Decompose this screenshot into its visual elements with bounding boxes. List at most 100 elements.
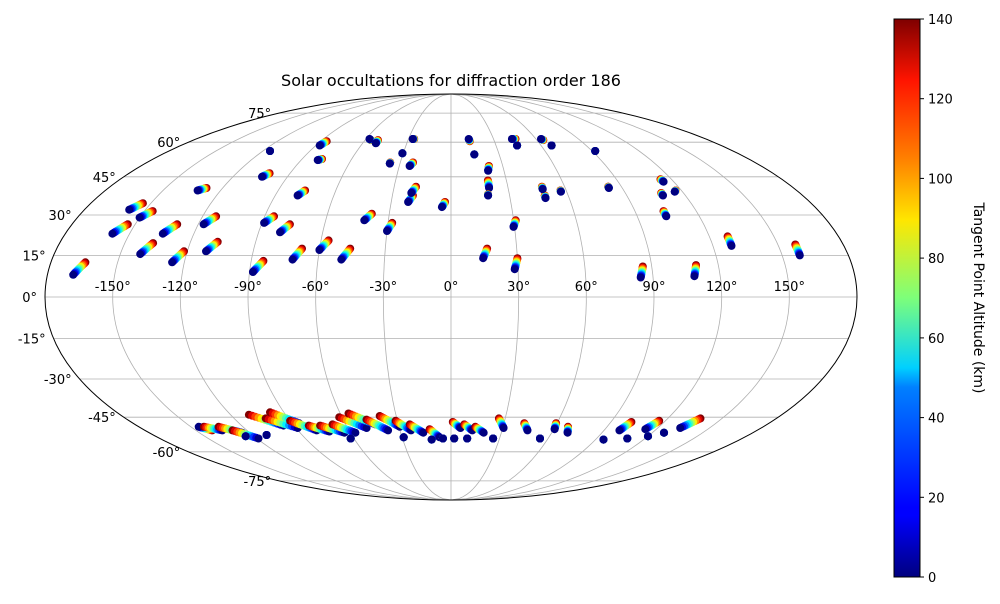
- occultation-point: [615, 426, 624, 435]
- occultation-track: [407, 182, 420, 197]
- x-tick-label: -90°: [234, 280, 262, 295]
- occultation-track: [550, 419, 561, 434]
- occultation-point: [484, 191, 493, 200]
- occultation-track: [408, 135, 419, 143]
- occultation-track: [438, 434, 447, 443]
- y-tick-label: -60°: [153, 446, 181, 461]
- occultation-track: [563, 422, 572, 437]
- occultation-point: [591, 147, 600, 155]
- occultation-point: [407, 189, 416, 197]
- occultation-track: [489, 434, 498, 443]
- occultation-track: [108, 220, 132, 238]
- occultation-point: [158, 229, 167, 238]
- occultation-point: [690, 272, 699, 281]
- colorbar-tick-label: 120: [928, 93, 953, 108]
- y-tick-labels: -75° -60° -45° -30° -15° 0° 15° 30° 45° 60° 75°: [18, 107, 271, 490]
- data-points: [69, 135, 804, 444]
- occultation-point: [108, 229, 117, 238]
- occultation-track: [135, 207, 157, 222]
- occultation-point: [360, 216, 369, 225]
- occultation-track: [276, 220, 294, 237]
- occultation-track: [315, 137, 331, 150]
- occultation-point: [510, 265, 519, 274]
- occultation-point: [509, 222, 518, 231]
- occultation-track: [168, 247, 188, 267]
- occultation-point: [262, 431, 271, 439]
- occultation-point: [604, 184, 613, 192]
- occultation-track: [136, 239, 158, 259]
- occultation-point: [315, 246, 324, 254]
- occultation-point: [541, 194, 550, 203]
- x-tick-label: -30°: [369, 280, 397, 295]
- occultation-point: [337, 255, 346, 264]
- occultation-track: [346, 434, 355, 443]
- occultation-point: [660, 428, 668, 437]
- occultation-point: [450, 434, 459, 443]
- colorbar-tick-label: 20: [928, 491, 945, 506]
- occultation-track: [328, 420, 360, 437]
- occultation-track: [248, 256, 268, 276]
- occultation-point: [384, 426, 393, 435]
- occultation-track: [599, 435, 608, 444]
- occultation-track: [362, 415, 393, 435]
- colorbar-tick-label: 100: [928, 172, 953, 187]
- occultation-track: [623, 434, 632, 443]
- occultation-point: [241, 432, 250, 441]
- occultation-track: [425, 425, 444, 442]
- occultation-track: [258, 169, 274, 181]
- occultation-point: [135, 213, 144, 222]
- occultation-track: [479, 244, 492, 263]
- map-boundary: [44, 93, 858, 501]
- occultation-point: [676, 424, 685, 432]
- occultation-track: [636, 262, 647, 282]
- occultation-track: [437, 198, 449, 212]
- occultation-point: [470, 150, 479, 159]
- occultation-track: [536, 434, 544, 443]
- x-tick-label: 120°: [706, 280, 737, 295]
- occultation-track: [383, 218, 397, 235]
- colorbar-tick-label: 140: [928, 13, 953, 28]
- occultation-point: [276, 228, 284, 237]
- occultation-point: [485, 184, 494, 192]
- occultation-point: [727, 241, 736, 250]
- occultation-track: [656, 175, 668, 186]
- colorbar-tick-label: 80: [928, 252, 945, 267]
- colorbar: 0 20 40 60 80 100 120 140 Tangent Point Altitud…: [893, 13, 986, 586]
- occultation-point: [437, 203, 446, 212]
- occultation-track: [385, 158, 395, 168]
- occultation-point: [463, 434, 472, 443]
- occultation-point: [659, 191, 667, 200]
- occultation-point: [405, 162, 414, 170]
- occultation-point: [202, 247, 210, 256]
- occultation-track: [69, 258, 90, 279]
- occultation-point: [556, 187, 565, 196]
- occultation-point: [254, 434, 263, 443]
- occultation-track: [199, 212, 221, 229]
- occultation-track: [547, 141, 556, 150]
- occultation-track: [791, 240, 804, 260]
- colorbar-tick-label: 60: [928, 332, 945, 347]
- colorbar-gradient: [893, 18, 921, 578]
- occultation-point: [538, 185, 547, 194]
- occultation-point: [662, 212, 671, 221]
- occultation-point: [536, 434, 544, 443]
- occultation-point: [365, 135, 374, 143]
- x-tick-label: -60°: [302, 280, 330, 295]
- occultation-point: [464, 135, 473, 143]
- occultation-track: [483, 176, 494, 192]
- occultation-track: [360, 209, 376, 225]
- occultation-track: [158, 220, 182, 238]
- x-tick-label: 90°: [642, 280, 665, 295]
- y-tick-label: 30°: [49, 209, 72, 224]
- occultation-point: [484, 166, 493, 175]
- occultation-point: [199, 220, 208, 229]
- occultation-point: [547, 141, 556, 150]
- occultation-track: [125, 199, 147, 214]
- colorbar-tick-label: 40: [928, 412, 945, 427]
- occultation-track: [337, 244, 355, 264]
- occultation-point: [641, 425, 650, 434]
- occultation-point: [636, 273, 645, 282]
- occultation-track: [313, 155, 326, 165]
- chart-title: Solar occultations for diffraction order…: [281, 71, 621, 90]
